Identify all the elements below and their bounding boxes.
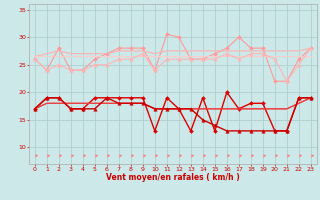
X-axis label: Vent moyen/en rafales ( km/h ): Vent moyen/en rafales ( km/h ) xyxy=(106,173,240,182)
